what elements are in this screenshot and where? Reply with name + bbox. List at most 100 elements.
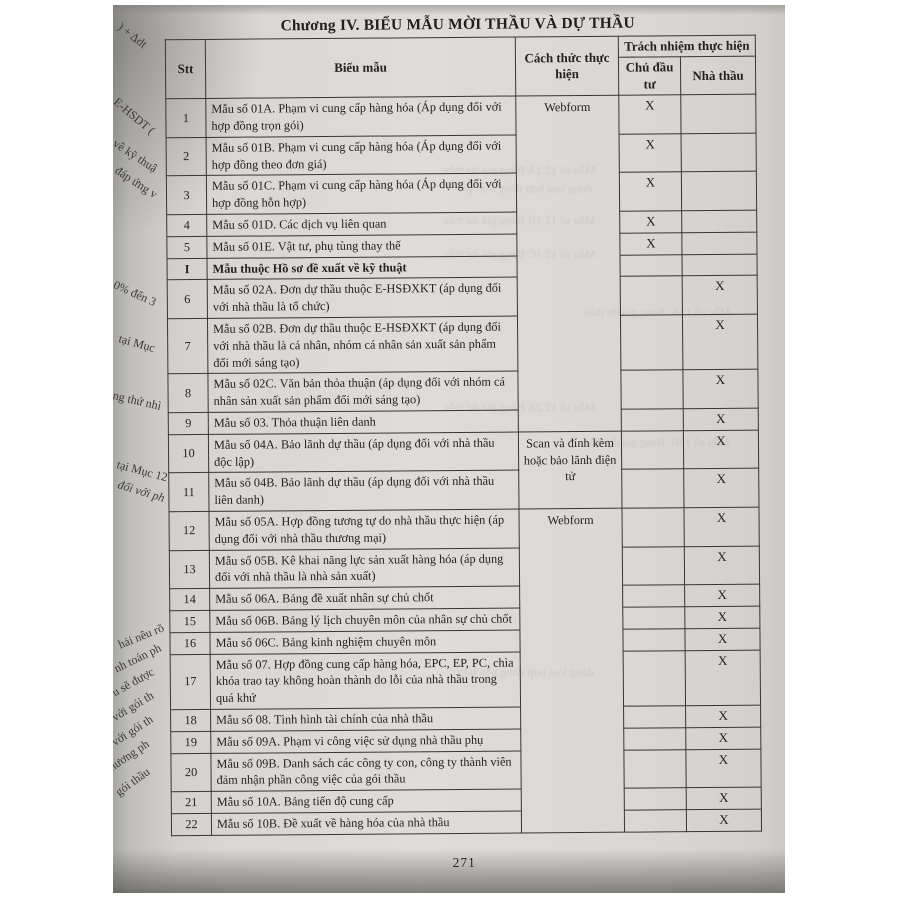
form-label-cell: Mẫu số 02B. Đơn dự thầu thuộc E-HSĐXKT (…: [207, 315, 518, 374]
contractor-mark-cell: [681, 132, 757, 173]
investor-mark-cell: [623, 749, 687, 789]
row-number-cell: 14: [169, 588, 210, 611]
investor-mark-cell: X: [619, 172, 682, 212]
book-page-photo: ) + Δdt E-HSDT (về kỹ thuậ đáp ứng v 0% đến…: [113, 5, 785, 893]
col-header-form: Biểu mẫu: [205, 37, 516, 99]
col-header-responsibility: Trách nhiệm thực hiện: [618, 35, 756, 58]
investor-mark-cell: X: [619, 210, 682, 233]
contractor-mark-cell: [681, 210, 757, 233]
investor-mark-cell: [623, 650, 686, 707]
row-number-cell: 17: [170, 653, 211, 710]
table-row: 13 Mẫu số 05B. Kê khai năng lực sản xuất …: [169, 545, 760, 589]
col-header-method: Cách thức thực hiện: [515, 36, 619, 97]
contractor-mark-cell: X: [682, 369, 759, 409]
bleed-through-text: Mẫu số 13B. Bảng giá dự thầu: [583, 435, 730, 449]
contractor-mark-cell: X: [683, 408, 759, 431]
contractor-mark-cell: X: [683, 507, 760, 547]
investor-mark-cell: [624, 787, 687, 811]
contractor-mark-cell: X: [684, 545, 760, 585]
investor-mark-cell: X: [619, 133, 682, 173]
form-label-cell: Mẫu số 06B. Bảng lý lịch chuyên môn của …: [209, 607, 520, 633]
bleed-through-text: Mẫu số 12.1C Bảng giá dự thầu: [443, 247, 596, 261]
contractor-mark-cell: [681, 171, 757, 211]
row-number-cell: 22: [171, 813, 212, 836]
row-number-cell: 1: [165, 98, 207, 138]
contractor-mark-cell: X: [682, 314, 758, 371]
form-label-cell: Mẫu số 02A. Đơn dự thầu thuộc E-HSĐXKT (…: [207, 277, 518, 319]
row-number-cell: 3: [166, 175, 207, 215]
form-label-cell: Mẫu số 04B. Bảo lãnh dự thầu (áp dụng đố…: [208, 470, 519, 512]
investor-mark-cell: [622, 606, 685, 629]
row-number-cell: 15: [169, 610, 210, 633]
form-label-cell: Mẫu số 06A. Bảng đề xuất nhân sự chủ chố…: [209, 586, 520, 611]
bleed-through-text: dụng loại hợp đồng trọn gói: [458, 181, 593, 195]
row-number-cell: 6: [167, 279, 208, 319]
row-number-cell: 4: [166, 214, 207, 237]
investor-mark-cell: X: [618, 94, 682, 135]
contractor-mark-cell: X: [685, 726, 761, 750]
row-number-cell: 18: [170, 709, 211, 732]
row-number-cell: 2: [166, 137, 207, 177]
investor-mark-cell: [622, 628, 686, 651]
chapter-title: Chương IV. BIỂU MẪU MỜI THẦU VÀ DỰ THẦU: [280, 14, 635, 35]
table-row: 20 Mẫu số 09B. Danh sách các công ty con,…: [170, 748, 762, 792]
forms-table-body: 1 Mẫu số 01A. Phạm vi cung cấp hàng hóa (…: [165, 94, 762, 836]
investor-mark-cell: [622, 546, 685, 586]
investor-mark-cell: [619, 254, 683, 277]
form-label-cell: Mẫu số 07. Hợp đồng cung cấp hàng hóa, E…: [210, 651, 521, 710]
contractor-mark-cell: [681, 253, 758, 277]
form-label-cell: Mẫu số 09B. Danh sách các công ty con, c…: [210, 750, 522, 792]
contractor-mark-cell: X: [684, 584, 760, 607]
bleed-through-text: Mẫu số 12.1B Bảng giá dự thầu: [443, 213, 596, 227]
row-number-cell: I: [167, 258, 208, 281]
investor-mark-cell: [620, 370, 684, 410]
row-number-cell: 11: [168, 472, 209, 512]
investor-mark-cell: [623, 727, 686, 750]
form-label-cell: Mẫu số 09A. Phạm vi công việc sử dụng nh…: [210, 728, 521, 753]
contractor-mark-cell: [680, 94, 757, 134]
contractor-mark-cell: X: [685, 705, 761, 728]
page-number: 271: [452, 854, 476, 871]
investor-mark-cell: X: [619, 232, 682, 255]
form-label-cell: Mẫu số 06C. Bảng kinh nghiệm chuyên môn: [209, 629, 521, 654]
form-label-cell: Mẫu số 01A. Phạm vi cung cấp hàng hóa (Á…: [205, 96, 517, 138]
contractor-mark-cell: X: [686, 787, 762, 810]
col-header-stt: Stt: [165, 39, 206, 99]
contractor-mark-cell: X: [685, 649, 761, 706]
form-label-cell: Mẫu số 08. Tình hình tài chính của nhà t…: [210, 706, 521, 732]
contractor-mark-cell: [681, 231, 757, 255]
form-label-cell: Mẫu số 10B. Đề xuất về hàng hóa của nhà …: [211, 810, 522, 836]
investor-mark-cell: [621, 507, 685, 547]
form-label-cell: Mẫu số 05B. Kê khai năng lực sản xuất hà…: [209, 547, 520, 589]
bleed-through-text: Mẫu số 12.2A Bảng giá dự thầu: [443, 400, 596, 414]
table-row: 11 Mẫu số 04B. Bảo lãnh dự thầu (áp dụng …: [168, 468, 759, 512]
form-label-cell: Mẫu số 05A. Hợp đồng tương tự do nhà thầ…: [208, 508, 520, 550]
table-row: 22 Mẫu số 10B. Đề xuất về hàng hóa của nh…: [171, 809, 762, 836]
bleed-through-text: Mẫu số 12.1A Bảng giá dự thầu: [443, 163, 596, 177]
investor-mark-cell: [624, 809, 687, 832]
row-number-cell: 7: [167, 318, 208, 375]
investor-mark-cell: [620, 314, 683, 371]
row-number-cell: 5: [166, 236, 208, 259]
row-number-cell: 13: [169, 549, 210, 589]
row-number-cell: 19: [170, 731, 211, 754]
form-label-cell: Mẫu số 10A. Bảng tiến độ cung cấp: [211, 789, 522, 814]
investor-mark-cell: [623, 705, 686, 728]
investor-mark-cell: [621, 469, 684, 509]
row-number-cell: 8: [167, 373, 209, 413]
contractor-mark-cell: X: [685, 748, 762, 788]
bleed-through-text: đúng loại hợp đồng hỗn hợp: [458, 665, 594, 679]
contractor-mark-cell: X: [686, 809, 762, 832]
table-row: 12 Mẫu số 05A. Hợp đồng tương tự do nhà t…: [168, 507, 760, 833]
row-number-cell: 9: [168, 412, 209, 435]
bleed-through-text: Mẫu số 13A. Bảng giá dự thầu: [583, 305, 731, 319]
row-number-cell: 20: [170, 752, 212, 792]
investor-mark-cell: [622, 584, 685, 608]
col-header-contractor: Nhà thầu: [680, 56, 756, 95]
investor-mark-cell: [621, 408, 684, 431]
contractor-mark-cell: X: [684, 606, 760, 629]
form-label-cell: Mẫu số 04A. Bảo lãnh dự thầu (áp dụng đố…: [208, 431, 519, 473]
row-number-cell: 21: [171, 791, 212, 814]
table-row: 7 Mẫu số 02B. Đơn dự thầu thuộc E-HSĐXKT …: [167, 314, 758, 375]
method-cell: Webform: [515, 95, 622, 432]
